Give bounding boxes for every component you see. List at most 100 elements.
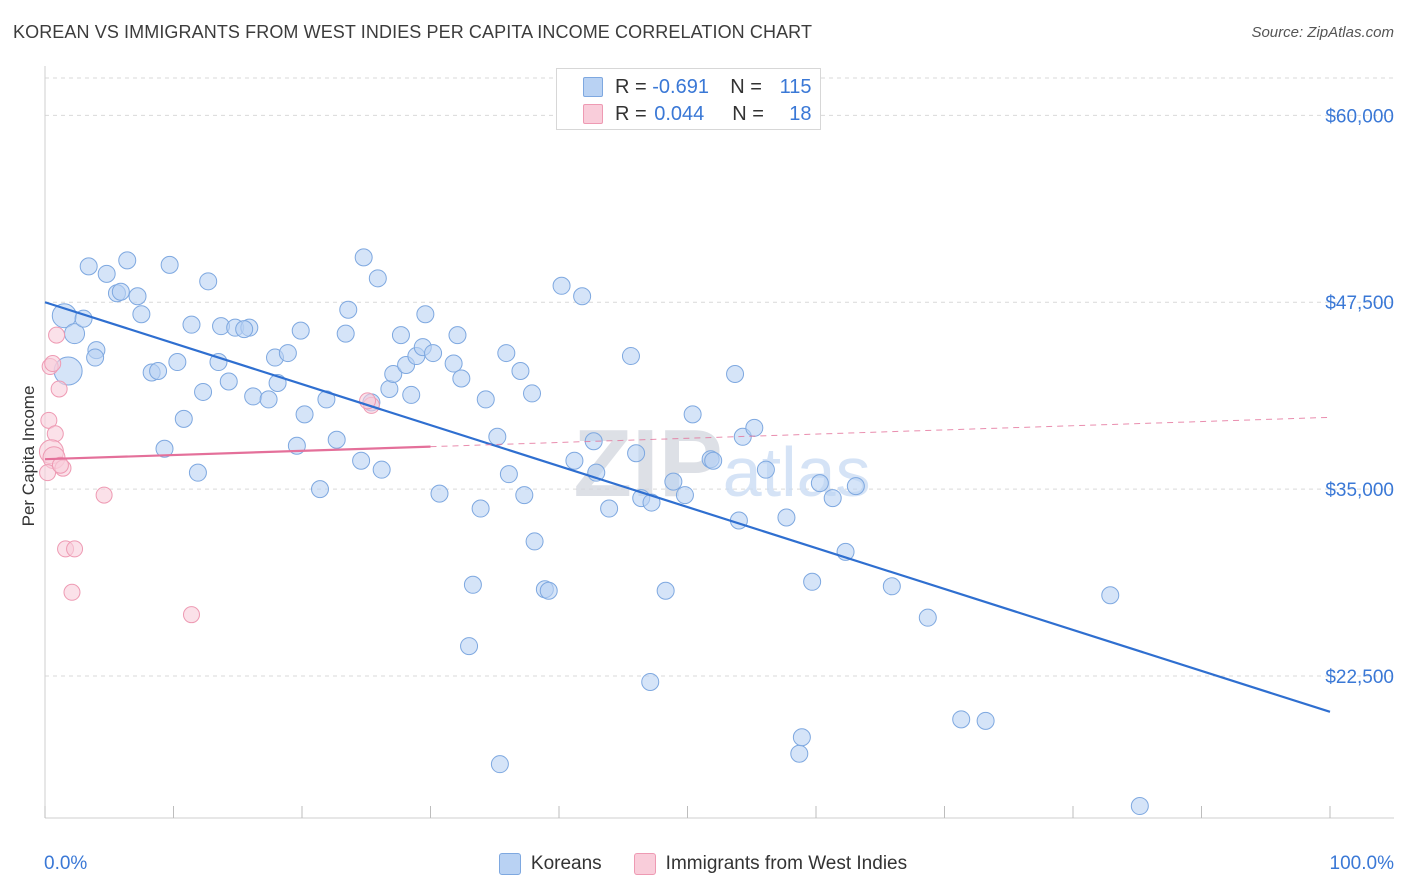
n-value: 18 bbox=[789, 102, 812, 125]
korean-point bbox=[97, 264, 116, 283]
west-indies-point bbox=[48, 326, 66, 344]
korean-point bbox=[128, 287, 147, 306]
korean-point bbox=[823, 489, 842, 508]
x-tick-label: 0.0% bbox=[44, 853, 87, 874]
west-indies-point bbox=[51, 456, 69, 474]
korean-point bbox=[244, 387, 263, 406]
korean-point bbox=[380, 379, 399, 398]
korean-point bbox=[471, 499, 490, 518]
korean-point bbox=[726, 365, 745, 383]
korean-point bbox=[384, 365, 403, 383]
koreans-legend-swatch bbox=[498, 853, 521, 875]
chart-title: KOREAN VS IMMIGRANTS FROM WEST INDIES PE… bbox=[13, 22, 813, 42]
n-value: 115 bbox=[779, 75, 812, 98]
korean-point bbox=[525, 532, 544, 551]
korean-point bbox=[918, 608, 937, 627]
korean-point bbox=[704, 451, 723, 470]
korean-point bbox=[79, 257, 98, 276]
korean-point bbox=[488, 427, 507, 446]
y-tick-label: $22,500 bbox=[1325, 667, 1394, 688]
korean-point bbox=[641, 672, 660, 691]
korean-point bbox=[552, 276, 571, 295]
west-indies-point bbox=[39, 464, 57, 482]
korean-point bbox=[416, 305, 435, 324]
west-indies-legend-label: Immigrants from West Indies bbox=[665, 853, 908, 874]
korean-point bbox=[792, 728, 811, 747]
west-indies-point bbox=[66, 540, 84, 558]
west-indies-point bbox=[50, 380, 68, 398]
korean-point bbox=[111, 282, 130, 301]
korean-point bbox=[573, 287, 592, 306]
korean-point bbox=[291, 321, 310, 340]
y-tick-label: $47,500 bbox=[1325, 293, 1394, 314]
r-value: 0.044 bbox=[654, 102, 705, 125]
korean-point bbox=[490, 755, 509, 774]
korean-point bbox=[368, 269, 387, 288]
korean-point bbox=[499, 465, 518, 484]
x-tick-label: 100.0% bbox=[1330, 853, 1395, 874]
korean-point bbox=[430, 484, 449, 503]
korean-point bbox=[777, 508, 796, 527]
korean-point bbox=[511, 362, 530, 381]
korean-point bbox=[1130, 797, 1149, 816]
trend-lines bbox=[44, 301, 1331, 713]
legend-item-koreans: Koreans bbox=[498, 853, 602, 875]
legend-row-west-indies: R = 0.044 N = 18 bbox=[583, 101, 812, 127]
korean-point bbox=[952, 710, 971, 729]
korean-point bbox=[424, 344, 443, 363]
korean-point bbox=[199, 272, 218, 291]
korean-point bbox=[627, 444, 646, 463]
korean-point bbox=[1101, 586, 1120, 605]
korean-point bbox=[803, 572, 822, 591]
korean-point bbox=[336, 324, 355, 343]
west-indies-point bbox=[44, 355, 62, 373]
west-indies-trend-line bbox=[44, 445, 431, 461]
correlation-legend: R = -0.691 N = 115 R = 0.044 N = 18 bbox=[556, 68, 821, 130]
korean-point bbox=[149, 362, 168, 381]
korean-point bbox=[882, 577, 901, 596]
korean-point bbox=[327, 430, 346, 449]
axis-labels: $22,500 $35,000 $47,500 $60,000 0.0% 100.0% Pe… bbox=[19, 106, 1394, 874]
korean-point bbox=[402, 385, 421, 404]
y-tick-label: $60,000 bbox=[1325, 106, 1394, 127]
korean-point bbox=[174, 409, 193, 428]
korean-point bbox=[745, 418, 764, 437]
korean-point bbox=[194, 382, 213, 401]
korean-point bbox=[295, 405, 314, 424]
r-label: R = bbox=[615, 75, 647, 98]
korean-point bbox=[444, 354, 463, 373]
korean-point bbox=[132, 305, 151, 324]
koreans-legend-label: Koreans bbox=[530, 853, 602, 874]
korean-point bbox=[675, 486, 694, 505]
scatter-points bbox=[38, 248, 1149, 816]
korean-point bbox=[683, 405, 702, 424]
west-indies-legend-swatch bbox=[633, 853, 656, 875]
korean-point bbox=[460, 637, 479, 656]
koreans-swatch bbox=[583, 77, 603, 97]
korean-point bbox=[476, 390, 495, 409]
korean-point bbox=[372, 460, 391, 479]
korean-point bbox=[86, 348, 105, 367]
korean-point bbox=[188, 463, 207, 482]
korean-point bbox=[74, 309, 93, 328]
korean-point bbox=[463, 575, 482, 594]
korean-point bbox=[810, 474, 829, 493]
korean-point bbox=[846, 477, 865, 496]
korean-point bbox=[118, 251, 137, 270]
r-label: R = bbox=[615, 102, 647, 125]
korean-point bbox=[452, 369, 471, 388]
korean-point bbox=[352, 451, 371, 470]
korean-point bbox=[565, 451, 584, 470]
korean-point bbox=[310, 480, 329, 499]
n-label: N = bbox=[730, 75, 762, 98]
west-indies-point bbox=[95, 486, 113, 504]
n-label: N = bbox=[732, 102, 764, 125]
korean-trend-line bbox=[44, 301, 1331, 713]
korean-point bbox=[182, 315, 201, 334]
korean-point bbox=[642, 493, 661, 512]
series-legend: Koreans Immigrants from West Indies bbox=[0, 851, 1406, 877]
korean-point bbox=[664, 472, 683, 491]
korean-point bbox=[219, 372, 238, 391]
legend-row-koreans: R = -0.691 N = 115 bbox=[583, 74, 812, 100]
